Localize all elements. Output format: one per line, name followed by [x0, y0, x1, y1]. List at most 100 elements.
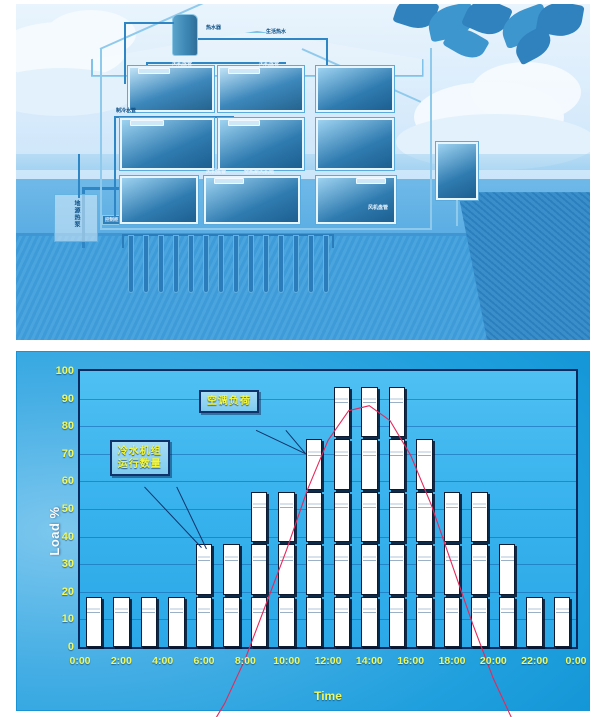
ground-loop-borehole — [203, 234, 209, 293]
label-fan-coil-2: 风机盘管 — [259, 61, 280, 67]
chilled-water-pipe — [114, 116, 234, 118]
bar-stack — [305, 437, 323, 647]
label-fan-coil-3: 风机盘管 — [206, 169, 227, 175]
dining-room-photo — [218, 118, 304, 170]
chiller-unit — [333, 386, 351, 438]
chiller-unit — [250, 491, 268, 543]
gridline — [80, 564, 576, 566]
hvac-system-illustration: 地源热泵 控制柜 — [16, 4, 590, 340]
chiller-unit — [333, 596, 351, 647]
chiller-unit — [388, 491, 406, 543]
y-axis-tick-label: 70 — [61, 447, 74, 460]
bar-stack — [278, 490, 295, 647]
outdoor-equipment-photo — [436, 142, 478, 200]
bar-stack — [195, 542, 213, 647]
bar-stack — [388, 385, 406, 647]
outdoor-stand — [456, 200, 458, 226]
branch-pipe — [146, 62, 286, 64]
y-axis-tick-label: 10 — [61, 613, 74, 626]
x-axis-tick-label: 22:00 — [521, 655, 549, 667]
chiller-unit — [443, 491, 461, 543]
y-axis-tick-label: 100 — [55, 365, 74, 377]
y-axis-tick-label: 20 — [61, 585, 74, 598]
chiller-unit — [471, 491, 488, 543]
y-axis-tick-label: 60 — [61, 475, 74, 488]
ground-loop-borehole — [293, 234, 299, 293]
ground-loop-borehole — [248, 234, 254, 293]
x-axis-label: Time — [314, 689, 342, 703]
y-axis-tick-label: 80 — [61, 420, 74, 433]
label-heat-recovery-ventilator: 全热新风机组 — [244, 169, 275, 175]
bar-stack — [168, 595, 185, 647]
gridline — [80, 619, 576, 621]
bar-stack — [526, 595, 543, 647]
bar-stack — [333, 385, 351, 647]
ground-loop-borehole — [218, 234, 224, 293]
y-axis-tick-label: 90 — [61, 392, 74, 405]
chiller-unit — [388, 596, 406, 647]
chiller-unit — [416, 544, 433, 595]
chiller-unit — [416, 491, 433, 543]
x-axis-tick-label: 10:00 — [273, 655, 301, 667]
ground-loop-header-pipe — [122, 234, 334, 248]
label-chilled-water-pipe: 制冷水管 — [116, 108, 137, 114]
bar-stack — [443, 490, 461, 647]
chilled-water-pipe — [114, 116, 116, 216]
ground-loop-riser — [82, 187, 124, 190]
callout-chiller-line2: 运行数量 — [117, 459, 162, 470]
gridline — [80, 398, 576, 400]
x-axis-tick-label: 14:00 — [355, 655, 383, 667]
living-room-photo — [120, 118, 214, 170]
bathroom-photo — [316, 66, 394, 112]
chiller-unit — [471, 544, 488, 595]
riser-pipe-left — [78, 154, 80, 198]
house-outline — [100, 48, 102, 230]
gridline — [80, 509, 576, 510]
ground-loop-borehole — [188, 234, 194, 293]
bar-stack — [113, 595, 130, 647]
y-axis-tick-label: 50 — [61, 503, 74, 515]
label-fan-coil-4: 风机盘管 — [368, 205, 389, 211]
gridline — [80, 481, 576, 483]
gridline — [80, 453, 576, 455]
chiller-unit — [361, 491, 378, 543]
bedroom-photo — [218, 66, 304, 112]
chiller-unit — [388, 439, 406, 490]
fan-coil-unit-icon — [228, 120, 260, 126]
cloud-shape — [46, 10, 136, 58]
ground-loop-borehole — [278, 234, 284, 293]
chiller-unit — [361, 596, 378, 647]
line-series-ac-load — [80, 371, 576, 717]
fan-coil-unit-icon — [228, 68, 260, 74]
x-axis-tick-label: 12:00 — [314, 655, 342, 667]
label-domestic-hot-water: 生活热水 — [266, 29, 287, 35]
house-outline — [100, 228, 432, 230]
x-axis-tick-label: 18:00 — [438, 655, 466, 667]
ground-loop-borehole — [173, 234, 179, 293]
x-axis-tick-label: 16:00 — [397, 655, 425, 667]
fan-coil-unit-icon — [214, 178, 244, 184]
x-axis-tick-label: 8:00 — [234, 655, 256, 667]
chiller-unit — [195, 596, 213, 647]
chiller-unit — [333, 544, 351, 595]
x-axis-tick-label: 6:00 — [193, 655, 215, 667]
ground-loop-borehole — [143, 234, 149, 293]
chiller-unit — [361, 386, 378, 438]
chiller-unit — [278, 596, 295, 647]
x-axis-tick-label: 0:00 — [69, 655, 91, 667]
chiller-unit — [361, 544, 378, 595]
hot-water-supply-pipe — [124, 22, 126, 84]
chiller-unit — [223, 596, 240, 647]
study-room-photo — [316, 118, 394, 170]
x-axis-tick-label: 20:00 — [479, 655, 507, 667]
gridline — [80, 536, 576, 538]
chiller-unit — [250, 544, 268, 595]
chiller-unit — [388, 544, 406, 595]
chiller-unit — [305, 544, 323, 595]
domestic-hot-water-pipe — [326, 38, 328, 82]
lobby-photo — [316, 176, 396, 224]
cloud-shape — [471, 62, 581, 122]
x-axis-tick-label: 0:00 — [565, 655, 587, 667]
gridline — [80, 426, 576, 428]
